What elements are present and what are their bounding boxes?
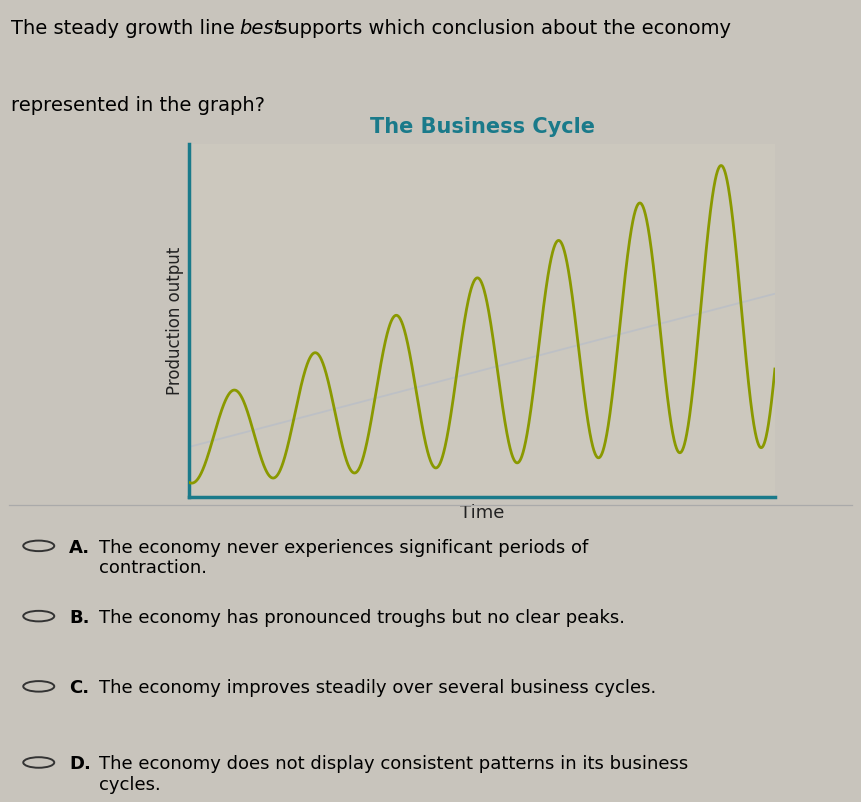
Text: best: best [239, 19, 282, 38]
Title: The Business Cycle: The Business Cycle [369, 117, 595, 137]
Text: B.: B. [69, 609, 90, 627]
Y-axis label: Production output: Production output [166, 247, 184, 395]
Text: The economy does not display consistent patterns in its business
cycles.: The economy does not display consistent … [99, 755, 688, 794]
Text: supports which conclusion about the economy: supports which conclusion about the econ… [271, 19, 731, 38]
Text: The economy never experiences significant periods of
contraction.: The economy never experiences significan… [99, 539, 588, 577]
Text: The economy improves steadily over several business cycles.: The economy improves steadily over sever… [99, 679, 656, 697]
Text: The economy has pronounced troughs but no clear peaks.: The economy has pronounced troughs but n… [99, 609, 625, 627]
Text: C.: C. [69, 679, 89, 697]
Text: represented in the graph?: represented in the graph? [11, 96, 265, 115]
Text: A.: A. [69, 539, 90, 557]
Text: D.: D. [69, 755, 90, 773]
Text: The steady growth line: The steady growth line [11, 19, 241, 38]
X-axis label: Time: Time [460, 504, 505, 522]
